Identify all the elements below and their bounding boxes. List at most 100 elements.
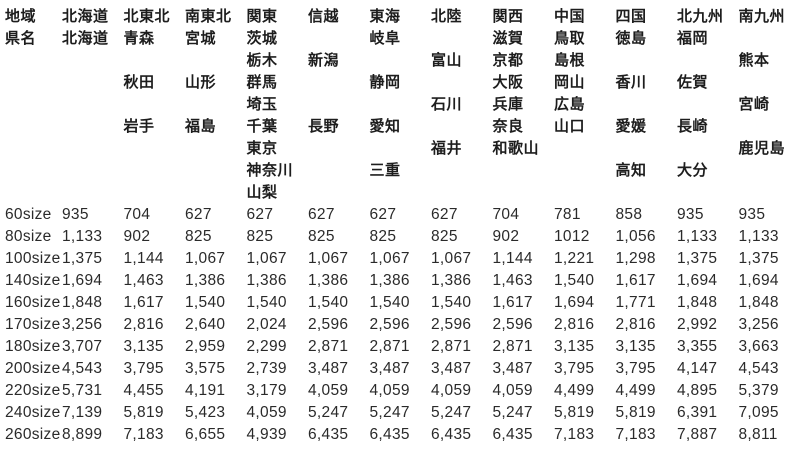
rate-cell: 704: [123, 206, 151, 223]
rate-cell: 5,423: [185, 404, 226, 421]
rate-cell: 2,816: [123, 316, 164, 333]
prefecture-cell: 千葉: [246, 118, 278, 135]
prefecture-cell: 宮崎: [738, 96, 770, 113]
region-header: 四国: [615, 8, 647, 25]
prefecture-cell: 福岡: [677, 30, 709, 47]
region-header: 東海: [369, 8, 401, 25]
rate-cell: 1,540: [185, 294, 226, 311]
rate-cell: 1,375: [62, 250, 103, 267]
prefecture-cell: 三重: [369, 162, 401, 179]
rate-cell: 2,871: [431, 338, 472, 355]
region-header: 中国: [554, 8, 586, 25]
rate-cell: 1,067: [185, 250, 226, 267]
rate-cell: 1,540: [308, 294, 349, 311]
rate-cell: 5,247: [308, 404, 349, 421]
rate-cell: 4,499: [554, 382, 595, 399]
prefecture-cell: 長野: [308, 118, 340, 135]
region-header: 北海道: [62, 8, 109, 25]
rate-cell: 825: [185, 228, 212, 245]
rate-cell: 7,095: [738, 404, 779, 421]
rate-cell: 1,144: [492, 250, 533, 267]
prefecture-cell: 熊本: [738, 52, 770, 69]
rate-cell: 704: [492, 206, 520, 223]
prefecture-cell: 北海道: [62, 30, 109, 47]
rate-cell: 6,435: [492, 426, 533, 443]
rate-cell: 3,135: [615, 338, 656, 355]
rate-cell: 825: [246, 228, 274, 245]
rate-cell: 1,617: [123, 294, 164, 311]
rate-cell: 1,463: [123, 272, 164, 289]
rate-cell: 825: [431, 228, 458, 245]
rate-cell: 4,059: [369, 382, 410, 399]
rate-cell: 2,816: [615, 316, 656, 333]
prefecture-cell: 和歌山: [492, 140, 540, 157]
rate-cell: 4,059: [246, 404, 287, 421]
rate-cell: 5,247: [492, 404, 533, 421]
size-label: 140size: [5, 272, 61, 289]
rate-cell: 8,811: [738, 426, 778, 443]
rate-cell: 4,543: [62, 360, 103, 377]
rate-cell: 2,992: [677, 316, 718, 333]
rate-cell: 4,059: [492, 382, 533, 399]
prefecture-cell: 群馬: [246, 74, 278, 91]
rate-cell: 1,067: [308, 250, 349, 267]
rate-cell: 902: [123, 228, 151, 245]
rate-cell: 6,655: [185, 426, 226, 443]
prefecture-cell: 高知: [615, 162, 647, 179]
rate-cell: 1,540: [369, 294, 410, 311]
rate-cell: 902: [492, 228, 520, 245]
rate-cell: 627: [185, 206, 212, 223]
size-label: 80size: [5, 228, 52, 245]
rate-cell: 781: [554, 206, 581, 223]
rate-cell: 1,144: [123, 250, 164, 267]
prefecture-cell: 山梨: [246, 184, 278, 201]
prefecture-cell: 愛媛: [615, 118, 647, 135]
prefecture-cell: 徳島: [615, 30, 647, 47]
rate-cell: 1,386: [185, 272, 226, 289]
prefecture-cell: 静岡: [369, 74, 401, 91]
rate-cell: 1,133: [677, 228, 718, 245]
region-header: 北九州: [677, 8, 724, 25]
rate-cell: 3,256: [738, 316, 779, 333]
prefecture-cell: 石川: [431, 96, 463, 113]
rate-cell: 1,067: [246, 250, 287, 267]
rate-cell: 1,771: [615, 294, 656, 311]
rate-cell: 4,543: [738, 360, 779, 377]
rate-cell: 1,617: [492, 294, 533, 311]
rate-cell: 5,819: [123, 404, 164, 421]
prefecture-cell: 秋田: [123, 74, 155, 91]
rate-cell: 5,379: [738, 382, 779, 399]
rate-cell: 2,640: [185, 316, 226, 333]
rate-cell: 2,871: [492, 338, 533, 355]
rate-cell: 1,298: [615, 250, 656, 267]
rate-cell: 1,386: [308, 272, 349, 289]
rate-cell: 4,191: [185, 382, 226, 399]
rate-cell: 935: [738, 206, 766, 223]
prefecture-cell: 長崎: [677, 118, 709, 135]
region-header: 北東北: [123, 8, 171, 25]
prefecture-cell: 兵庫: [492, 96, 524, 113]
rate-cell: 4,147: [677, 360, 718, 377]
rate-cell: 3,179: [246, 382, 287, 399]
rate-cell: 2,596: [308, 316, 349, 333]
rate-cell: 1,133: [738, 228, 779, 245]
rate-cell: 5,819: [554, 404, 595, 421]
rate-cell: 825: [369, 228, 397, 245]
region-header: 信越: [308, 8, 340, 25]
rate-cell: 1,375: [677, 250, 718, 267]
rate-cell: 2,596: [369, 316, 410, 333]
prefecture-row-header: 県名: [5, 30, 37, 47]
prefecture-cell: 埼玉: [246, 96, 278, 113]
rate-cell: 1,067: [369, 250, 410, 267]
prefecture-cell: 青森: [123, 30, 155, 47]
rate-cell: 1,386: [369, 272, 410, 289]
prefecture-cell: 大分: [677, 162, 709, 179]
rate-cell: 935: [677, 206, 704, 223]
prefecture-cell: 岡山: [554, 74, 586, 91]
rate-cell: 1,694: [677, 272, 718, 289]
rate-cell: 1,386: [246, 272, 287, 289]
rate-cell: 7,887: [677, 426, 718, 443]
rate-cell: 5,247: [431, 404, 472, 421]
region-header: 北陸: [431, 8, 463, 25]
